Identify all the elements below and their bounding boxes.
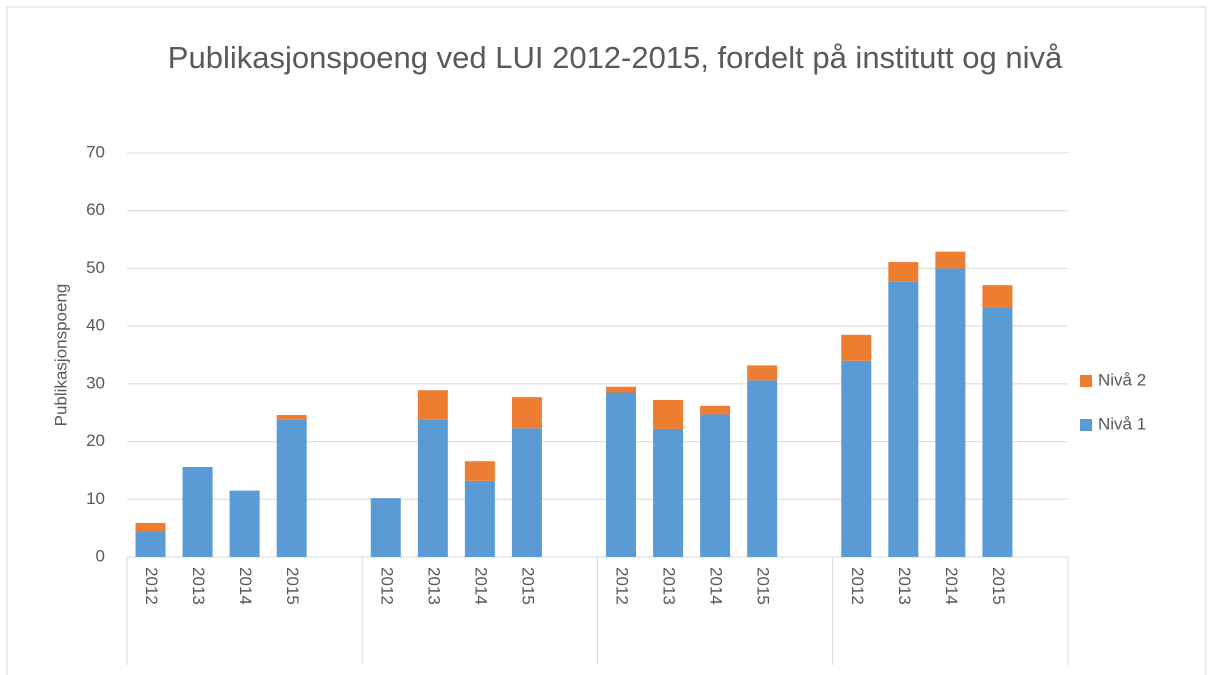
bar-segment	[935, 251, 966, 269]
x-tick-label: 2015	[518, 567, 537, 605]
bar-segment	[747, 365, 778, 381]
x-tick-label: 2014	[236, 567, 255, 605]
bar-segment	[417, 390, 448, 420]
x-tick-label: 2012	[142, 567, 161, 605]
x-tick-label: 2015	[283, 567, 302, 605]
bar-segment	[888, 262, 919, 282]
bar-segment	[276, 415, 307, 420]
y-tick-label: 0	[96, 546, 105, 565]
bar-segment	[417, 419, 448, 557]
x-tick-label: 2014	[707, 567, 726, 605]
bar-segment	[841, 334, 872, 361]
y-tick-label: 30	[86, 373, 105, 392]
x-tick-label: 2012	[613, 567, 632, 605]
y-tick-label: 20	[86, 431, 105, 450]
legend-swatch	[1080, 419, 1092, 431]
bar-segment	[135, 522, 166, 532]
bar-segment	[511, 428, 542, 557]
bar-segment	[841, 360, 872, 557]
bar-segment	[606, 386, 637, 393]
bar-segment	[653, 400, 684, 429]
x-tick-label: 2013	[424, 567, 443, 605]
bar-segment	[606, 392, 637, 557]
bar-segment	[888, 281, 919, 557]
x-tick-label: 2013	[895, 567, 914, 605]
legend-label: Nivå 1	[1098, 414, 1146, 433]
bar-segment	[700, 405, 731, 415]
x-tick-label: 2013	[660, 567, 679, 605]
bar-segment	[229, 490, 260, 557]
legend-label: Nivå 2	[1098, 370, 1146, 389]
y-axis-label: Publikasjonspoeng	[51, 284, 70, 427]
bar-segment	[464, 480, 495, 557]
x-tick-label: 2012	[377, 567, 396, 605]
x-tick-label: 2012	[848, 567, 867, 605]
x-tick-label: 2015	[754, 567, 773, 605]
bar-segment	[982, 307, 1013, 557]
bar-segment	[511, 397, 542, 429]
bar-segment	[135, 531, 166, 557]
x-tick-label: 2014	[942, 567, 961, 605]
chart-border	[6, 6, 1207, 675]
bar-segment	[370, 498, 401, 557]
y-tick-label: 40	[86, 316, 105, 335]
y-tick-label: 70	[86, 142, 105, 161]
bar-segment	[182, 466, 213, 557]
bar-segment	[464, 461, 495, 481]
y-tick-label: 60	[86, 200, 105, 219]
x-tick-label: 2013	[189, 567, 208, 605]
x-tick-label: 2015	[989, 567, 1008, 605]
y-tick-label: 50	[86, 258, 105, 277]
x-tick-label: 2014	[471, 567, 490, 605]
bar-segment	[276, 419, 307, 557]
bar-segment	[747, 380, 778, 557]
legend-swatch	[1080, 375, 1092, 387]
bar-segment	[982, 285, 1013, 308]
bar-segment	[700, 414, 731, 557]
bar-segment	[653, 428, 684, 557]
chart-title: Publikasjonspoeng ved LUI 2012-2015, for…	[167, 40, 1063, 75]
y-tick-label: 10	[86, 489, 105, 508]
bar-segment	[935, 268, 966, 557]
